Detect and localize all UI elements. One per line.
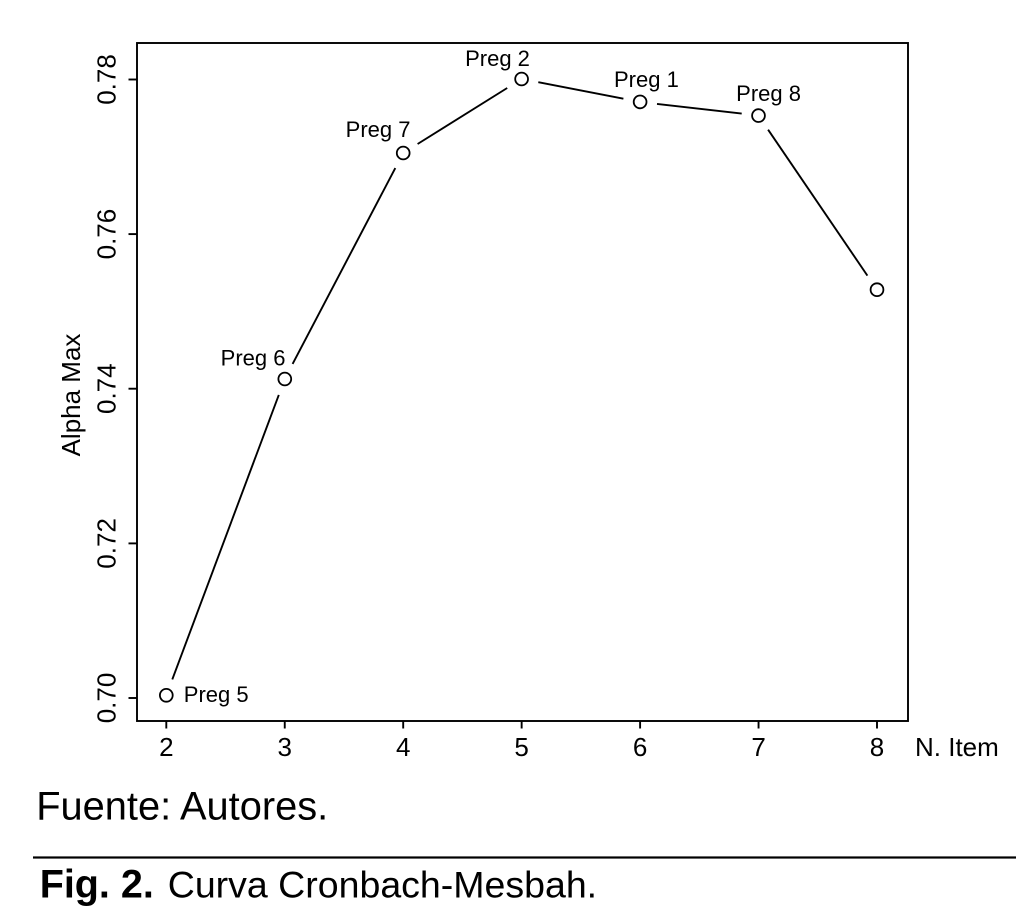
svg-text:8: 8: [870, 732, 884, 762]
svg-text:5: 5: [514, 732, 528, 762]
svg-text:Fuente: Autores.: Fuente: Autores.: [36, 785, 328, 829]
svg-text:Preg 7: Preg 7: [346, 117, 411, 142]
svg-text:Preg 1: Preg 1: [614, 67, 679, 92]
svg-text:7: 7: [751, 732, 765, 762]
svg-text:3: 3: [278, 732, 292, 762]
svg-text:Fig. 2. Curva Cronbach-Mesbah.: Fig. 2. Curva Cronbach-Mesbah.: [40, 863, 597, 907]
svg-text:Preg 6: Preg 6: [221, 346, 286, 371]
svg-text:Alpha Max: Alpha Max: [56, 334, 86, 457]
svg-text:0.76: 0.76: [92, 209, 122, 260]
svg-text:0.70: 0.70: [92, 673, 122, 724]
svg-text:2: 2: [159, 732, 173, 762]
svg-text:0.78: 0.78: [92, 54, 122, 105]
svg-text:N. Item: N. Item: [915, 732, 999, 762]
svg-text:4: 4: [396, 732, 410, 762]
svg-text:6: 6: [633, 732, 647, 762]
svg-text:0.74: 0.74: [92, 363, 122, 414]
svg-text:Preg 2: Preg 2: [465, 46, 530, 71]
svg-text:Preg 8: Preg 8: [736, 81, 801, 106]
svg-text:Preg 5: Preg 5: [184, 682, 249, 707]
svg-text:0.72: 0.72: [92, 518, 122, 569]
